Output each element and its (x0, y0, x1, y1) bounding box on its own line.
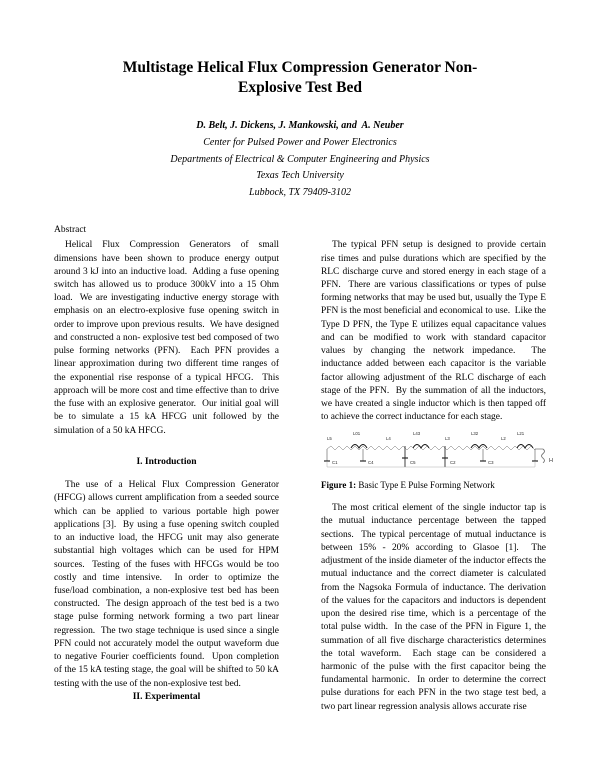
svg-text:L3: L3 (445, 436, 450, 441)
svg-text:L21: L21 (517, 431, 525, 436)
svg-text:L01: L01 (353, 431, 361, 436)
svg-text:L32: L32 (471, 431, 479, 436)
svg-text:C4: C4 (368, 460, 374, 465)
svg-text:C3: C3 (488, 460, 494, 465)
svg-text:L2: L2 (501, 436, 506, 441)
svg-text:L4: L4 (386, 436, 391, 441)
svg-text:L5: L5 (327, 436, 332, 441)
svg-text:H: H (549, 458, 553, 464)
svg-text:C2: C2 (450, 460, 456, 465)
svg-text:L43: L43 (413, 431, 421, 436)
svg-text:C5: C5 (410, 460, 416, 465)
svg-text:C1: C1 (332, 460, 338, 465)
